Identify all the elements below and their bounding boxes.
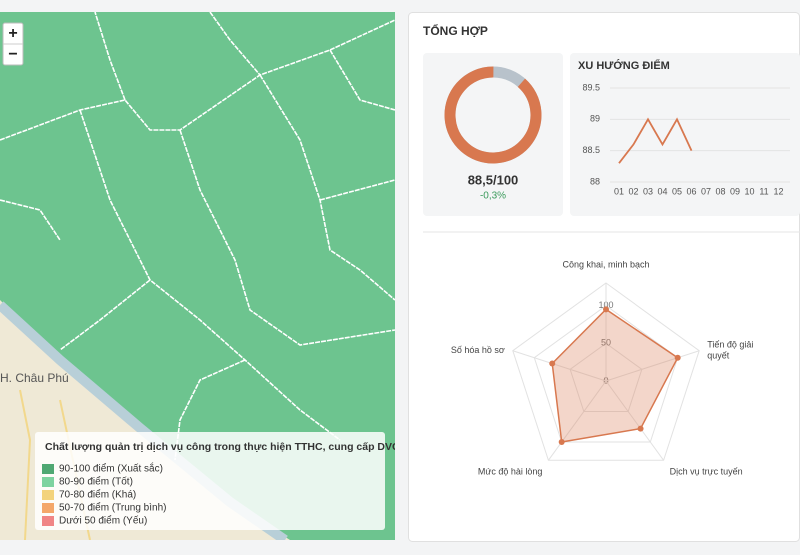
x-tick-label: 02: [628, 186, 638, 196]
x-tick-label: 09: [730, 186, 740, 196]
summary-title: TỔNG HỢP: [423, 23, 488, 38]
x-tick-label: 01: [614, 186, 624, 196]
zoom-in[interactable]: +: [8, 25, 17, 42]
x-tick-label: 05: [672, 186, 682, 196]
radar-axis-label: Mức độ hài lòng: [478, 467, 543, 477]
legend-title: Chất lượng quản trị dịch vụ công trong t…: [45, 441, 400, 453]
legend-label: 70-80 điểm (Khá): [59, 489, 136, 501]
radar-spoke: [605, 380, 665, 461]
legend-label: 50-70 điểm (Trung bình): [59, 502, 166, 514]
x-tick-label: 03: [643, 186, 653, 196]
radar-spoke: [512, 350, 607, 382]
y-tick-label: 88: [590, 176, 600, 186]
x-tick-label: 06: [686, 186, 696, 196]
x-tick-label: 04: [657, 186, 667, 196]
y-tick-label: 89: [590, 114, 600, 124]
x-tick-label: 07: [701, 186, 711, 196]
radar-point: [674, 354, 681, 361]
legend-swatch: [42, 464, 54, 474]
radar-point: [637, 425, 644, 432]
legend-swatch: [42, 516, 54, 526]
x-tick-label: 11: [759, 186, 768, 196]
radar-point: [549, 360, 556, 367]
y-tick-label: 89.5: [582, 82, 600, 92]
radar-spoke: [605, 350, 700, 382]
map: + − H. Châu Phú Chất lượng quản trị dịch…: [0, 12, 400, 540]
legend-swatch: [42, 490, 54, 500]
radar-point: [558, 438, 565, 445]
legend-swatch: [42, 503, 54, 513]
score-change: -0,3%: [480, 191, 506, 202]
x-tick-label: 10: [744, 186, 754, 196]
trend-line: [618, 117, 693, 164]
legend-label: 90-100 điểm (Xuất sắc): [59, 462, 163, 475]
legend-items: 90-100 điểm (Xuất sắc)80-90 điểm (Tốt)70…: [42, 462, 166, 527]
trend-title: XU HƯỚNG ĐIỂM: [578, 59, 670, 72]
legend-label: Dưới 50 điểm (Yếu): [59, 515, 147, 527]
radar-axis-label: Tiến độ giải quyết: [707, 340, 753, 361]
zoom-out[interactable]: −: [8, 46, 17, 63]
score-text: 88,5/100: [468, 172, 519, 187]
x-tick-label: 12: [773, 186, 783, 196]
radar-ring: [569, 342, 643, 412]
radar-outer: [512, 282, 700, 461]
radar-axis-label: Công khai, minh bạch: [562, 259, 649, 269]
radar-spoke: [547, 380, 607, 461]
place-label: H. Châu Phú: [0, 371, 69, 385]
map-borders: [0, 12, 395, 461]
x-tick-label: 08: [715, 186, 725, 196]
radar-axis-label: Số hóa hồ sơ: [451, 345, 505, 355]
legend-label: 80-90 điểm (Tốt): [59, 476, 133, 488]
radar-area: [551, 308, 679, 443]
legend-swatch: [42, 477, 54, 487]
charts: 8888.58989.50102030405060708091011120501…: [444, 66, 790, 477]
radar-point: [603, 306, 609, 313]
legend-box: [35, 432, 385, 530]
radar-axis-label: Dịch vụ trực tuyến: [670, 467, 743, 477]
y-tick-label: 88.5: [582, 145, 600, 155]
